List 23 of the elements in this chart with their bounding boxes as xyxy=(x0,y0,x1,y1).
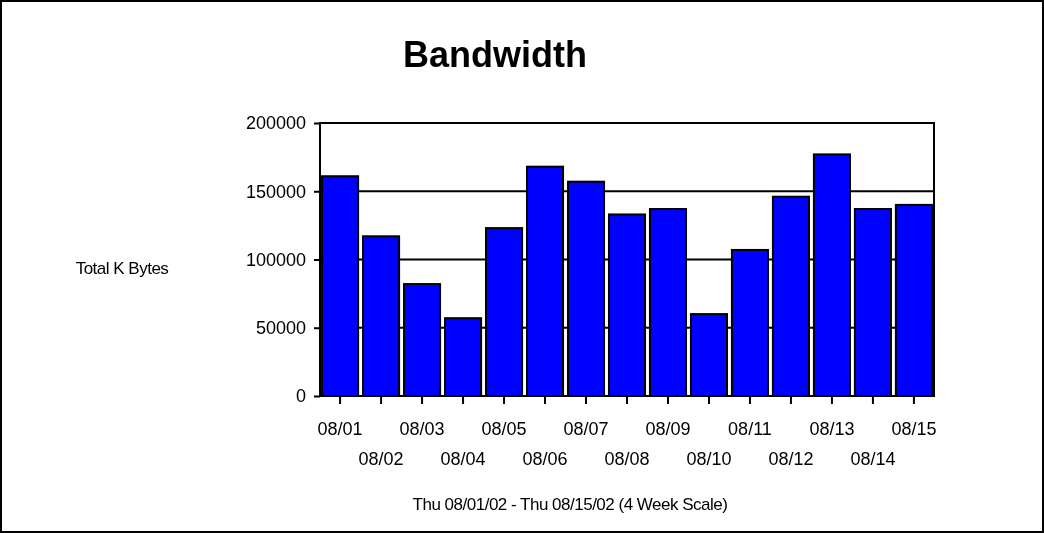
x-tick-label: 08/15 xyxy=(891,418,937,439)
y-tick-label: 200000 xyxy=(245,113,306,134)
x-tick-label: 08/02 xyxy=(358,449,404,470)
y-tick-label: 0 xyxy=(295,386,306,407)
x-axis-title: Thu 08/01/02 - Thu 08/15/02 (4 Week Scale) xyxy=(412,495,728,514)
x-tick-label: 08/12 xyxy=(768,449,814,470)
y-axis-title: Total K Bytes xyxy=(75,259,169,278)
y-tick-label: 100000 xyxy=(245,249,306,270)
x-tick-label: 08/01 xyxy=(317,418,363,439)
x-tick-label: 08/04 xyxy=(440,449,486,470)
x-tick-label: 08/13 xyxy=(809,418,855,439)
y-tick-label: 150000 xyxy=(245,181,306,202)
x-tick-label: 08/03 xyxy=(399,418,445,439)
y-tick-label: 50000 xyxy=(255,318,306,339)
x-tick-label: 08/06 xyxy=(522,449,568,470)
chart-title: Bandwidth xyxy=(403,34,587,75)
x-tick-label: 08/07 xyxy=(563,418,609,439)
x-tick-label: 08/05 xyxy=(481,418,527,439)
x-tick-label: 08/11 xyxy=(728,418,772,439)
x-tick-label: 08/14 xyxy=(850,449,896,470)
x-tick-label: 08/08 xyxy=(604,449,650,470)
x-tick-label: 08/10 xyxy=(686,449,732,470)
x-tick-label: 08/09 xyxy=(645,418,691,439)
